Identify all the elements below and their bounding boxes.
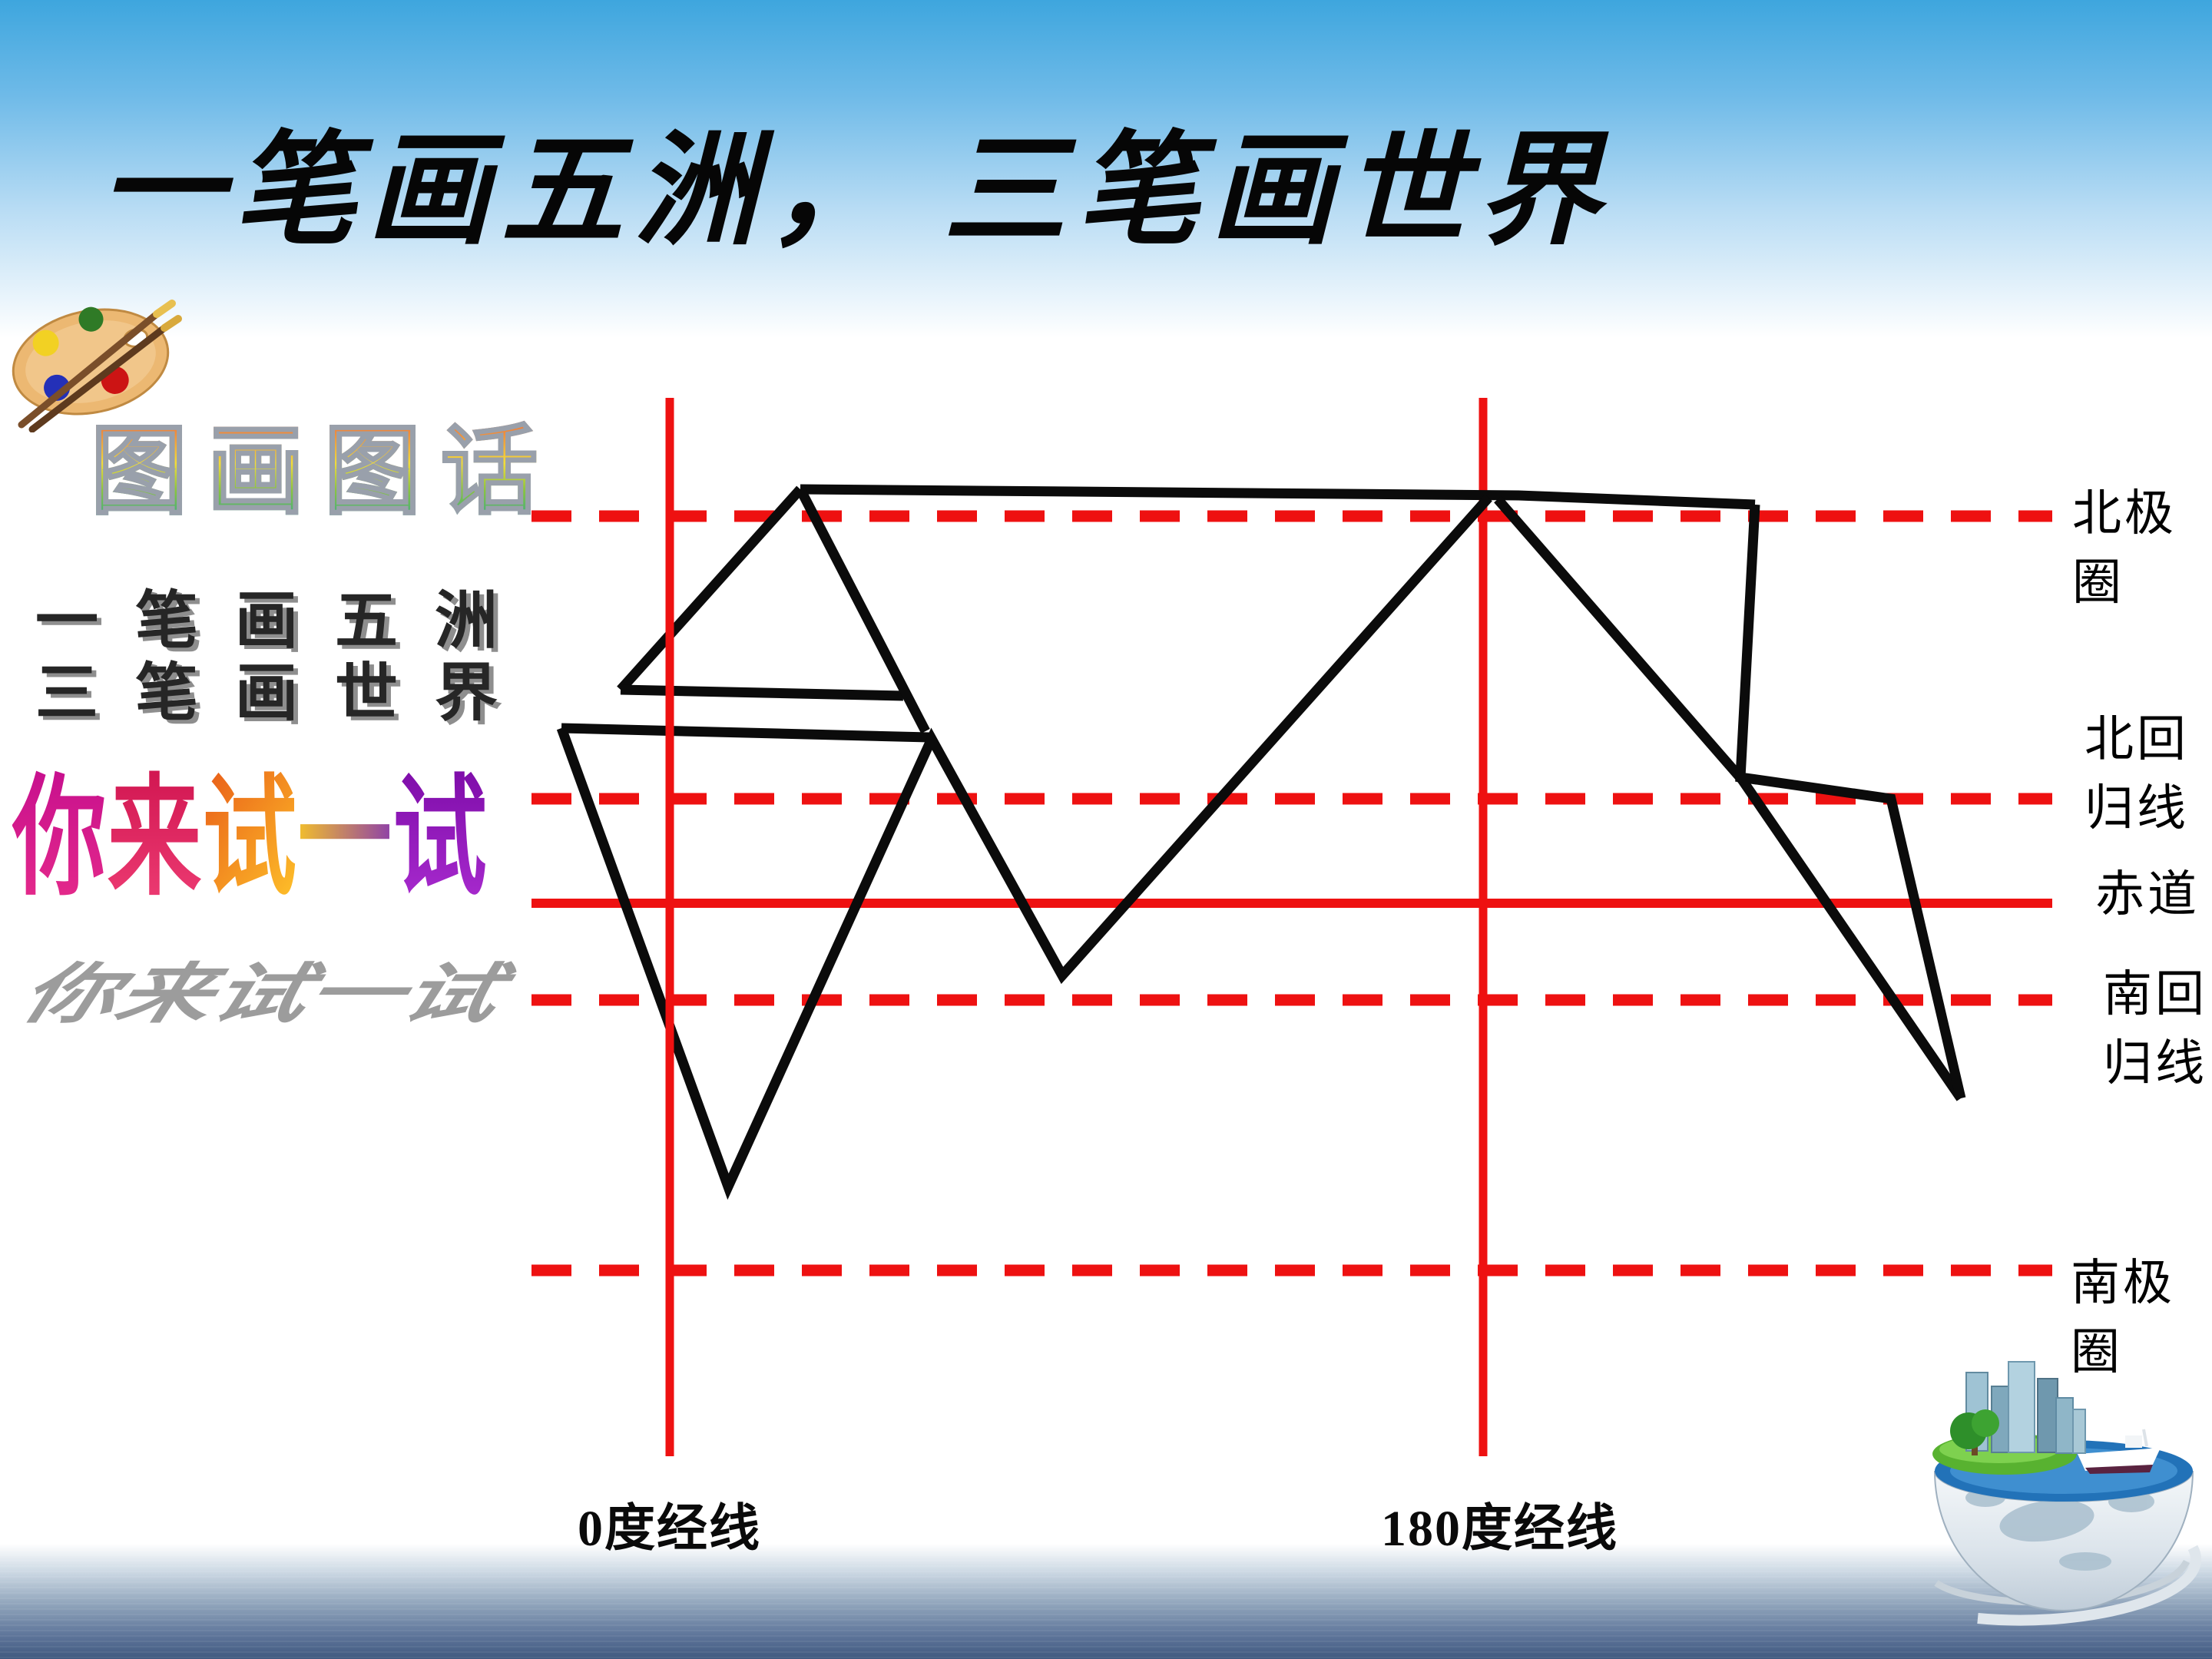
latitude-label-南回归线: 南回 归线	[2103, 967, 2207, 1091]
latitude-label-北回归线: 北回 归线	[2085, 712, 2189, 836]
ship-icon	[2078, 1429, 2161, 1474]
cta-char: 一	[297, 765, 393, 911]
cta-char: 试	[392, 765, 488, 911]
paint-brushes	[18, 300, 182, 433]
cta-wordart: 你来试一试 你来试一试	[8, 731, 704, 1031]
slogan-text: 一笔画五洲 三笔画世界	[35, 585, 535, 730]
slide-title: 一笔画五洲， 三笔画世界	[100, 123, 1612, 260]
cta-char: 来	[107, 765, 203, 911]
slogan-line2: 三笔画世界	[35, 658, 535, 728]
sky-gradient-background	[0, 0, 2212, 338]
latitude-label-北极圈: 北极 圈	[2072, 486, 2177, 610]
meridian-label-180度经线: 180度经线	[1381, 1501, 1618, 1557]
paint-palette-icon	[6, 294, 190, 436]
latitude-label-赤道: 赤道	[2095, 867, 2200, 922]
cta-char: 你	[12, 765, 108, 911]
continent-outline-stroke-4	[796, 487, 930, 733]
cta-wordart-text: 你来试一试	[12, 731, 488, 920]
sea-photo-strip	[0, 1544, 2212, 1659]
continent-outline-stroke-2	[617, 485, 804, 694]
continent-outline-stroke-5	[561, 723, 930, 743]
logo-text: 图画图话	[90, 393, 558, 533]
continent-outline-stroke-1	[800, 484, 1756, 510]
continent-outline-stroke-3	[620, 684, 904, 701]
tree-icon	[1950, 1409, 1999, 1455]
continent-outline-stroke-8	[1735, 504, 1966, 1100]
slogan-line1: 一笔画五洲	[35, 586, 535, 656]
earth-city-globe-icon	[1932, 1356, 2212, 1659]
meridian-label-0度经线: 0度经线	[578, 1501, 761, 1557]
latitude-label-南极圈: 南极 圈	[2071, 1256, 2175, 1379]
cta-char: 试	[202, 765, 298, 911]
